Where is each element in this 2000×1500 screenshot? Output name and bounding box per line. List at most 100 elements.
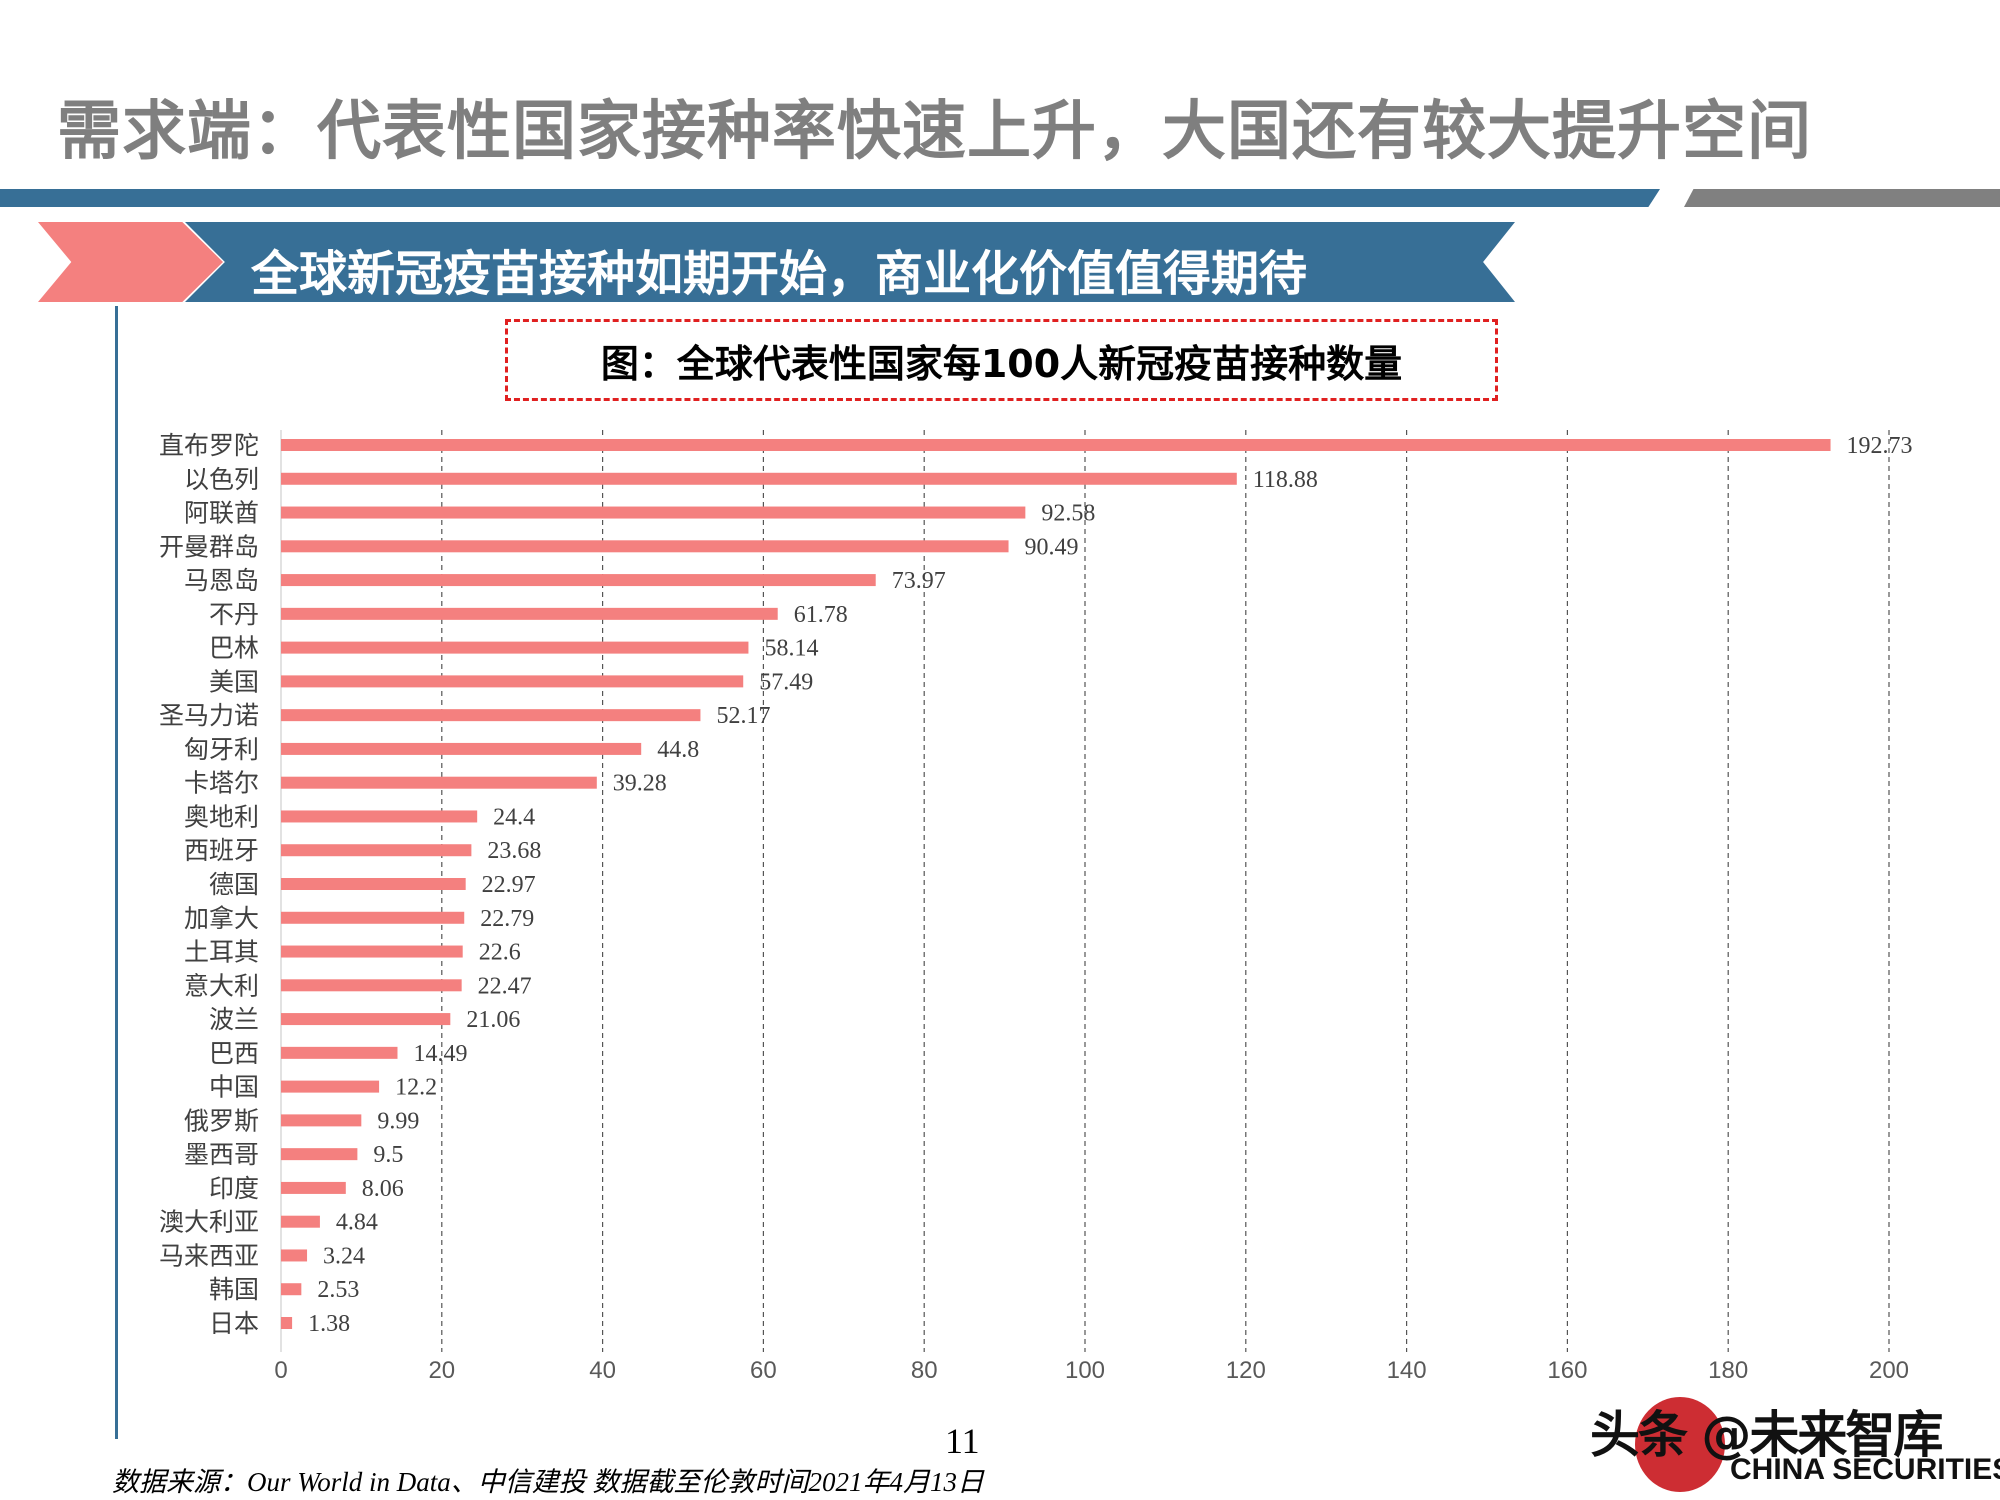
data-label: 39.28 xyxy=(613,771,667,797)
section-banner xyxy=(185,222,1515,302)
data-label: 22.47 xyxy=(478,973,532,999)
x-tick-label: 60 xyxy=(750,1357,777,1384)
data-label: 22.79 xyxy=(480,906,534,932)
bar xyxy=(281,439,1831,451)
category-label: 墨西哥 xyxy=(184,1140,259,1169)
category-label: 美国 xyxy=(209,667,259,696)
bar xyxy=(281,709,701,722)
x-tick-label: 200 xyxy=(1869,1357,1909,1384)
category-label: 中国 xyxy=(209,1073,259,1102)
data-label: 12.2 xyxy=(395,1075,437,1101)
bar xyxy=(281,1013,451,1026)
category-label: 圣马力诺 xyxy=(159,701,259,730)
data-label: 4.84 xyxy=(336,1210,378,1236)
x-tick-label: 160 xyxy=(1547,1357,1587,1384)
bar xyxy=(281,1181,346,1194)
bar xyxy=(281,945,463,958)
data-label: 192.73 xyxy=(1847,433,1913,459)
category-label: 匈牙利 xyxy=(184,735,259,764)
data-label: 58.14 xyxy=(764,636,818,662)
category-label: 不丹 xyxy=(209,600,259,629)
x-tick-label: 180 xyxy=(1708,1357,1748,1384)
data-label: 44.8 xyxy=(657,737,699,763)
header-divider-grey xyxy=(1684,189,2000,207)
bar xyxy=(281,1249,308,1262)
left-vertical-rule xyxy=(115,306,118,1439)
page-title: 需求端：代表性国家接种率快速上升，大国还有较大提升空间 xyxy=(57,95,1812,169)
bar xyxy=(281,878,466,890)
category-label: 意大利 xyxy=(184,971,259,1000)
data-label: 14.49 xyxy=(413,1041,467,1067)
data-label: 92.58 xyxy=(1041,501,1095,527)
bar xyxy=(281,1215,320,1228)
data-label: 22.6 xyxy=(479,940,521,966)
figure-caption: 图：全球代表性国家每100人新冠疫苗接种数量 xyxy=(600,341,1403,386)
data-label: 61.78 xyxy=(794,602,848,628)
data-label: 21.06 xyxy=(466,1007,520,1033)
bar xyxy=(281,1080,380,1093)
x-tick-label: 40 xyxy=(589,1357,616,1384)
x-tick-label: 0 xyxy=(274,1357,287,1384)
watermark: 头条 @未来智库 CHINA SECURITIES xyxy=(1590,1395,2000,1495)
category-label: 开曼群岛 xyxy=(159,532,259,561)
data-label: 9.5 xyxy=(373,1142,403,1168)
watermark-seal-icon xyxy=(1635,1397,1725,1492)
x-tick-labels: 0 20 40 60 80 100 120 140 160 180 200 xyxy=(274,1357,1909,1384)
data-label: 73.97 xyxy=(892,568,946,594)
category-label: 奥地利 xyxy=(184,802,259,831)
bar xyxy=(281,1283,302,1296)
x-tick-label: 100 xyxy=(1065,1357,1105,1384)
data-label: 24.4 xyxy=(493,804,535,830)
watermark-text: 头条 @未来智库 xyxy=(1590,1406,1943,1464)
category-label: 西班牙 xyxy=(184,836,259,865)
bar xyxy=(281,472,1237,485)
data-label: 9.99 xyxy=(377,1108,419,1134)
data-label: 90.49 xyxy=(1025,534,1079,560)
bar xyxy=(281,540,1009,553)
category-label: 巴西 xyxy=(209,1039,259,1068)
data-label: 8.06 xyxy=(362,1176,404,1202)
category-label: 俄罗斯 xyxy=(184,1106,259,1135)
data-label: 23.68 xyxy=(487,838,541,864)
header-divider-blue xyxy=(0,189,1660,207)
bar xyxy=(281,675,744,688)
data-label: 22.97 xyxy=(482,872,536,898)
page-number: 11 xyxy=(945,1421,980,1461)
category-label: 卡塔尔 xyxy=(184,769,259,798)
bar xyxy=(281,810,478,823)
category-label: 马来西亚 xyxy=(159,1241,259,1270)
bar xyxy=(281,742,642,755)
data-label: 52.17 xyxy=(716,703,770,729)
category-label: 直布罗陀 xyxy=(159,431,259,460)
x-tick-label: 120 xyxy=(1226,1357,1266,1384)
category-label: 以色列 xyxy=(184,465,259,494)
category-label: 巴林 xyxy=(209,634,259,663)
section-banner-text: 全球新冠疫苗接种如期开始，商业化价值值得期待 xyxy=(251,246,1308,302)
bar xyxy=(281,1148,358,1161)
bars xyxy=(281,439,1831,1329)
category-label: 马恩岛 xyxy=(184,566,259,595)
bar xyxy=(281,844,472,857)
x-tick-label: 20 xyxy=(428,1357,455,1384)
category-label: 印度 xyxy=(209,1174,259,1203)
bar xyxy=(281,979,462,992)
category-label: 韩国 xyxy=(209,1275,259,1304)
source-note: 数据来源：Our World in Data、中信建投 数据截至伦敦时间2021… xyxy=(112,1467,985,1497)
data-label: 57.49 xyxy=(759,669,813,695)
category-label: 日本 xyxy=(209,1309,259,1338)
bar xyxy=(281,776,597,789)
figure-caption-box: 图：全球代表性国家每100人新冠疫苗接种数量 xyxy=(505,319,1498,401)
category-label: 加拿大 xyxy=(184,904,259,933)
bar xyxy=(281,641,749,654)
data-label: 3.24 xyxy=(323,1243,365,1269)
bar xyxy=(281,1317,293,1329)
bar xyxy=(281,1114,362,1127)
x-tick-label: 80 xyxy=(911,1357,938,1384)
watermark-subtext: CHINA SECURITIES xyxy=(1730,1453,2000,1486)
category-label: 德国 xyxy=(209,870,259,899)
data-label: 118.88 xyxy=(1253,467,1318,493)
bar xyxy=(281,607,778,620)
x-tick-label: 140 xyxy=(1387,1357,1427,1384)
data-label: 1.38 xyxy=(308,1311,350,1337)
